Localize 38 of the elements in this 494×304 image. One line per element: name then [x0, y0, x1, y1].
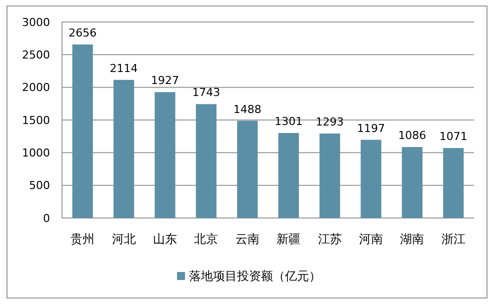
- y-tick-label: 500: [29, 179, 50, 192]
- y-tick-label: 2500: [22, 48, 50, 62]
- data-label: 2114: [110, 62, 138, 75]
- bar: [278, 133, 299, 218]
- x-tick-label: 北京: [194, 232, 218, 246]
- data-label: 1927: [151, 74, 179, 88]
- x-tick-label: 江苏: [318, 232, 342, 246]
- bar: [72, 44, 93, 218]
- x-tick-label: 新疆: [276, 232, 301, 246]
- data-label: 1293: [316, 116, 344, 129]
- bar: [360, 140, 382, 218]
- bar: [237, 120, 258, 218]
- bar: [320, 134, 340, 218]
- data-label: 2656: [68, 26, 97, 40]
- x-tick-label: 贵州: [70, 232, 95, 246]
- data-label: 1743: [192, 86, 220, 100]
- y-tick-label: 2000: [22, 81, 50, 94]
- data-label: 1301: [274, 115, 303, 128]
- data-label: 1488: [233, 102, 262, 116]
- x-tick-label: 河北: [112, 232, 136, 246]
- data-label: 1071: [439, 130, 468, 144]
- legend-label: 落地项目投资额（亿元）: [189, 269, 321, 284]
- x-tick-label: 湖南: [400, 232, 424, 246]
- x-tick-label: 浙江: [441, 232, 466, 246]
- bar: [114, 80, 134, 218]
- x-tick-label: 云南: [235, 232, 260, 246]
- bar: [402, 147, 422, 218]
- data-label: 1086: [398, 129, 426, 142]
- bar: [196, 104, 216, 218]
- y-tick-label: 3000: [22, 16, 50, 29]
- bar: [443, 148, 464, 218]
- x-tick-label: 河南: [359, 232, 383, 246]
- bar: [154, 92, 176, 218]
- y-tick-label: 1000: [22, 146, 50, 160]
- x-tick-label: 山东: [153, 232, 177, 246]
- y-tick-label: 1500: [22, 114, 50, 127]
- y-tick-label: 0: [43, 212, 50, 225]
- data-label: 1197: [357, 122, 385, 135]
